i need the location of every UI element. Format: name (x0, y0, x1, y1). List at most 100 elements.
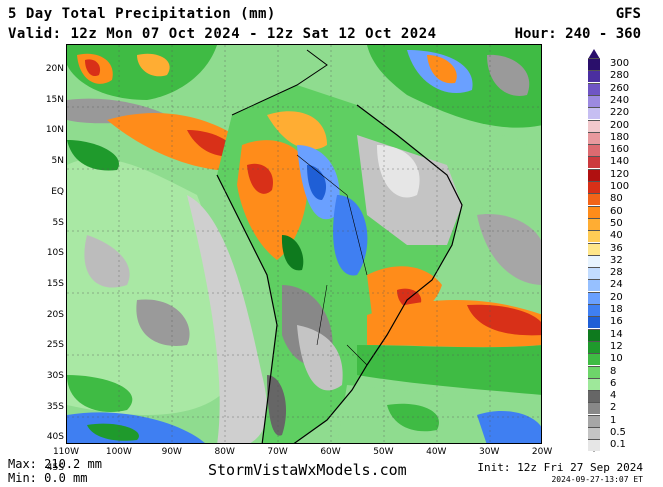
longitude-label: 60W (320, 447, 341, 457)
legend-level-label: 1 (610, 414, 617, 426)
website-name[interactable]: StormVistaWxModels.com (208, 461, 407, 479)
legend-swatch (588, 119, 600, 132)
legend-swatch (588, 230, 600, 243)
legend-swatch (588, 402, 600, 415)
latitude-label: 5N (51, 156, 64, 167)
legend-swatch (588, 267, 600, 280)
legend-swatch (588, 304, 600, 316)
legend-level-label: 80 (610, 193, 623, 205)
longitude-label: 80W (214, 447, 235, 457)
latitude-label: EQ (51, 186, 64, 197)
legend-level-label: 6 (610, 377, 617, 389)
legend-level-label: 14 (610, 328, 623, 340)
latitude-label: 10S (46, 248, 64, 259)
legend-swatch (588, 181, 600, 193)
legend-swatch (588, 242, 600, 255)
latitude-label: 20S (46, 309, 64, 320)
legend-level-label: 60 (610, 205, 623, 217)
legend-swatch (588, 131, 600, 144)
legend-level-label: 280 (610, 70, 630, 82)
legend-swatch (588, 193, 600, 206)
legend-swatch (588, 217, 600, 230)
legend-swatch (588, 254, 600, 267)
longitude-label: 50W (373, 447, 394, 457)
legend-level-label: 100 (610, 181, 630, 192)
legend-level-label: 4 (610, 390, 617, 402)
legend-level-label: 140 (610, 156, 630, 168)
legend-level-label: 2 (610, 402, 617, 414)
legend-level-label: 200 (610, 119, 630, 131)
legend-level-label: 0.1 (610, 439, 626, 451)
min-value: Min: 0.0 mm (8, 471, 88, 485)
legend-swatch (588, 439, 600, 452)
latitude-label: 30S (46, 371, 64, 381)
legend-level-label: 180 (610, 131, 630, 143)
valid-period: Valid: 12z Mon 07 Oct 2024 - 12z Sat 12 … (8, 26, 437, 42)
legend-swatch (588, 205, 600, 218)
legend-swatch (588, 328, 600, 341)
legend-swatch (588, 390, 600, 403)
legend-level-label: 20 (610, 291, 623, 303)
longitude-label: 90W (161, 447, 182, 457)
legend-level-label: 260 (610, 82, 630, 94)
longitude-label: 110W (52, 447, 80, 457)
longitude-label: 40W (426, 447, 447, 457)
legend-swatch (588, 414, 600, 427)
legend-level-label: 16 (610, 316, 623, 328)
init-time: Init: 12z Fri 27 Sep 2024 (477, 461, 643, 474)
legend-level-label: 160 (610, 144, 630, 156)
precipitation-field (67, 45, 541, 443)
legend-swatch (588, 340, 600, 353)
legend-level-label: 18 (610, 304, 623, 315)
legend-swatch (588, 58, 600, 70)
legend-level-label: 300 (610, 58, 630, 69)
legend-swatch (588, 279, 600, 292)
latitude-label: 35S (46, 401, 64, 412)
legend-level-label: 32 (610, 254, 623, 266)
legend-level-label: 12 (610, 340, 623, 352)
latitude-label: 20N (45, 64, 64, 74)
latitude-label: 5S (52, 217, 64, 228)
legend-swatch (588, 316, 600, 329)
legend-level-label: 10 (610, 353, 623, 365)
latitude-label: 10N (45, 125, 64, 136)
legend-swatch (588, 107, 600, 120)
legend-level-label: 220 (610, 107, 630, 119)
map-title: 5 Day Total Precipitation (mm) (8, 6, 276, 22)
model-name: GFS (615, 6, 641, 22)
legend-level-label: 240 (610, 94, 630, 106)
latitude-label: 15S (46, 278, 64, 289)
legend-level-label: 36 (610, 242, 623, 254)
legend-level-label: 0.5 (610, 427, 626, 438)
longitude-label: 70W (267, 447, 288, 457)
longitude-label: 20W (531, 447, 553, 457)
longitude-label: 100W (105, 447, 132, 457)
legend-level-label: 120 (610, 168, 630, 180)
latitude-label: 45S (46, 463, 64, 474)
legend-swatch (588, 144, 600, 157)
legend-swatch (588, 427, 600, 439)
latitude-label: 25S (46, 340, 64, 351)
legend-swatch (588, 168, 600, 181)
creation-timestamp: 2024-09-27-13:07 ET (551, 475, 643, 484)
legend-level-label: 8 (610, 365, 617, 377)
legend-top-arrow-icon (588, 49, 600, 59)
legend-level-label: 50 (610, 217, 623, 229)
max-value: Max: 210.2 mm (8, 457, 102, 471)
legend-swatch (588, 377, 600, 390)
legend-swatch (588, 82, 600, 95)
forecast-hour: Hour: 240 - 360 (514, 26, 641, 42)
latitude-label: 40S (46, 432, 64, 443)
longitude-label: 30W (479, 447, 500, 457)
legend-swatch (588, 353, 600, 366)
legend-swatch (588, 291, 600, 304)
latitude-label: 15N (45, 94, 64, 105)
legend-level-label: 28 (610, 267, 623, 279)
legend-swatch (588, 156, 600, 169)
legend-swatch (588, 94, 600, 107)
legend-level-label: 40 (610, 230, 623, 242)
legend-swatch (588, 70, 600, 83)
legend-swatch (588, 365, 600, 378)
precipitation-map (66, 44, 542, 444)
legend-level-label: 24 (610, 279, 623, 291)
